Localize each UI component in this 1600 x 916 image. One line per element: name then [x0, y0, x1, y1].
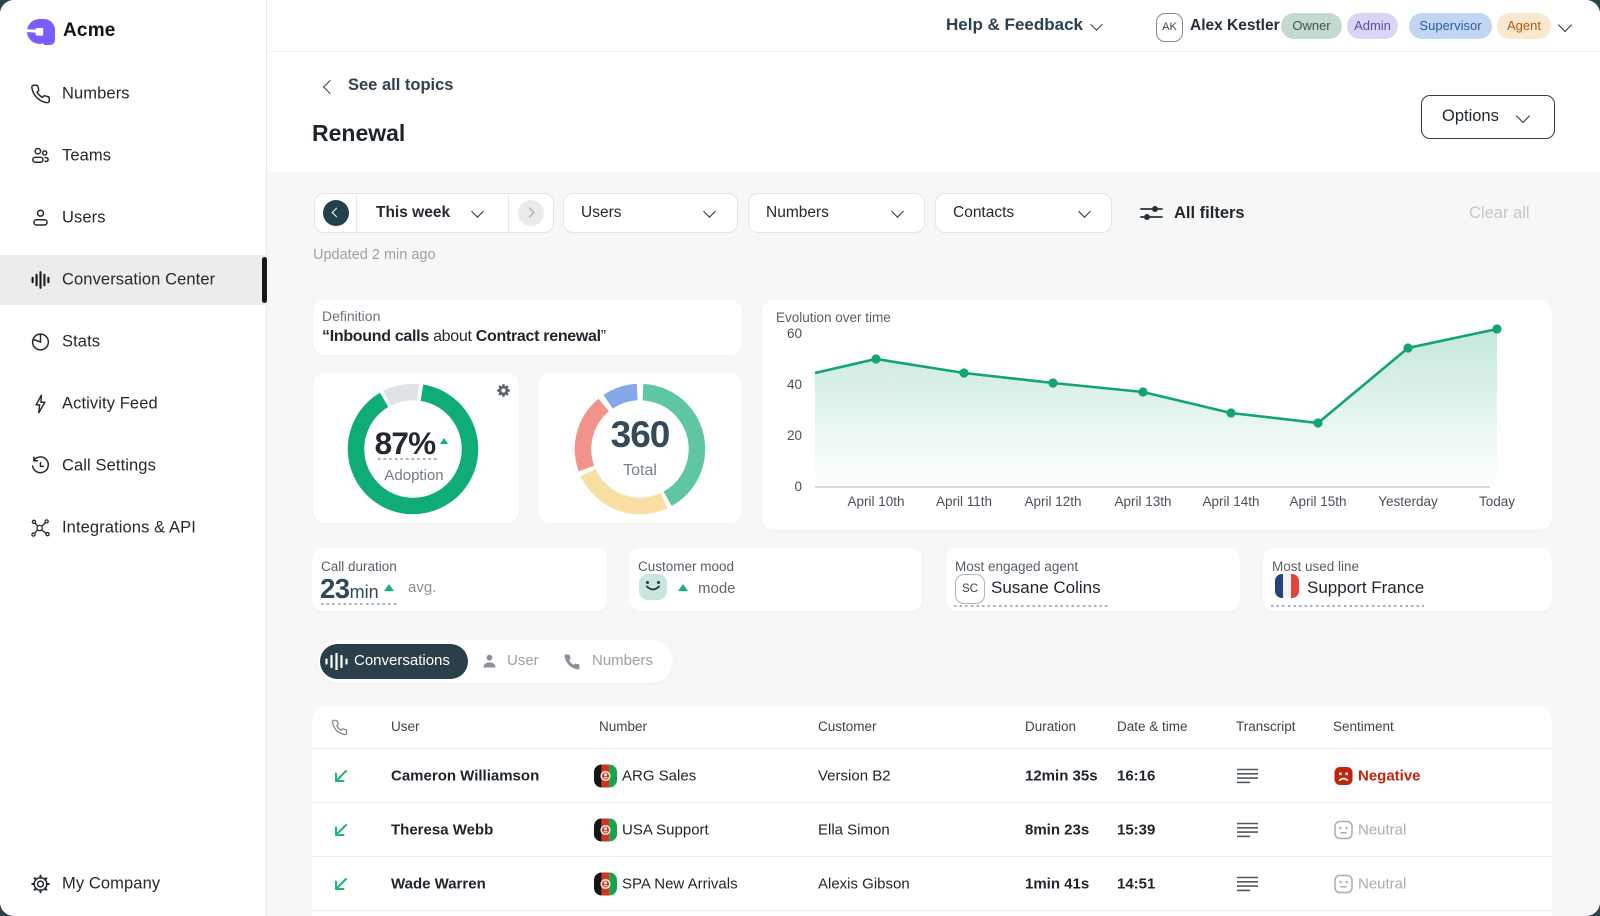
svg-text:Yesterday: Yesterday — [1378, 494, 1438, 509]
svg-text:April 14th: April 14th — [1202, 494, 1259, 509]
svg-text:April 15th: April 15th — [1289, 494, 1346, 509]
svg-text:0: 0 — [794, 479, 802, 494]
svg-text:20: 20 — [787, 428, 802, 443]
svg-text:April 12th: April 12th — [1024, 494, 1081, 509]
svg-text:April 10th: April 10th — [847, 494, 904, 509]
svg-text:April 13th: April 13th — [1114, 494, 1171, 509]
svg-text:April 11th: April 11th — [936, 494, 992, 509]
svg-text:40: 40 — [787, 377, 802, 392]
svg-text:60: 60 — [787, 326, 802, 341]
svg-text:Today: Today — [1479, 494, 1515, 509]
